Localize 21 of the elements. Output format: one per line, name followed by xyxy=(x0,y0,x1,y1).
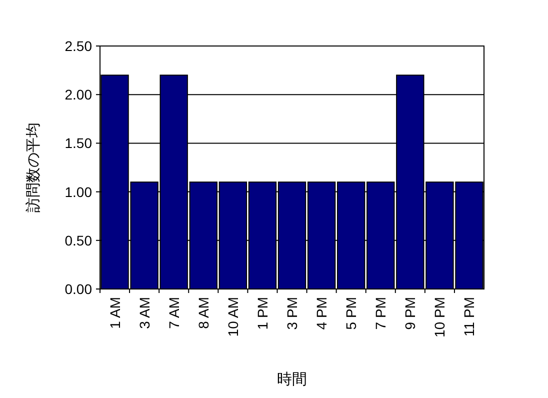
x-tick-label: 4 PM xyxy=(314,297,330,330)
x-tick-label: 8 AM xyxy=(195,297,212,329)
x-tick-label: 5 PM xyxy=(343,297,360,330)
y-tick-label: 0.50 xyxy=(64,232,92,248)
x-tick-label: 10 PM xyxy=(432,297,448,338)
y-tick-label: 1.00 xyxy=(64,184,92,200)
x-tick-label: 3 PM xyxy=(284,297,300,330)
y-tick-label: 2.00 xyxy=(64,86,92,103)
x-axis-title: 時間 xyxy=(277,371,307,388)
x-tick-label: 10 AM xyxy=(224,297,241,337)
y-tick-label: 2.50 xyxy=(64,38,92,54)
x-tick-label: 1 PM xyxy=(254,297,270,330)
y-tick-label: 1.50 xyxy=(64,135,92,152)
y-axis-title: 訪問数の平均 xyxy=(25,122,42,212)
x-tick-label: 9 PM xyxy=(402,297,418,330)
x-tick-label: 7 AM xyxy=(166,297,182,329)
x-tick-label: 7 PM xyxy=(372,297,389,330)
y-tick-label: 0.00 xyxy=(64,281,92,297)
x-tick-label: 11 PM xyxy=(461,297,478,336)
x-tick-label: 1 AM xyxy=(106,297,123,329)
x-tick-label: 3 AM xyxy=(136,297,152,329)
